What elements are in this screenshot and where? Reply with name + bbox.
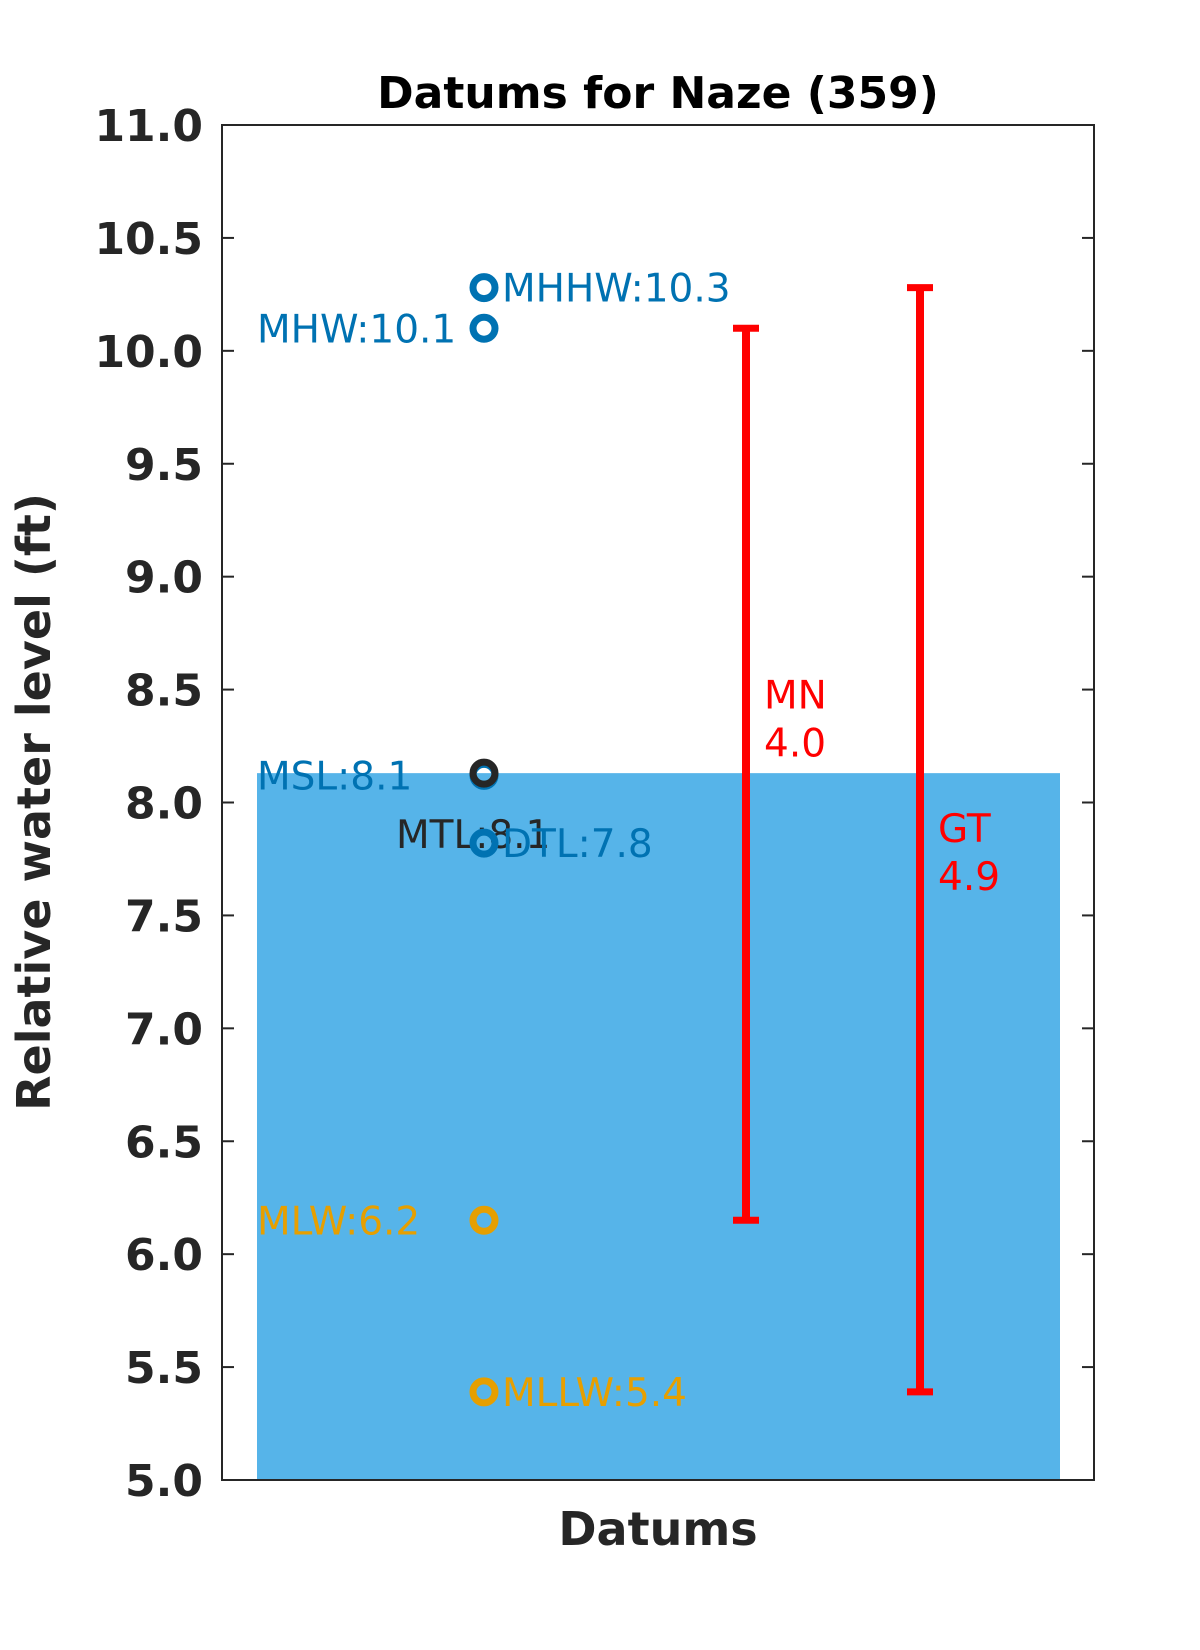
chart-title: Datums for Naze (359) <box>377 68 939 119</box>
y-tick-label: 6.0 <box>125 1230 203 1281</box>
y-ticks: 5.0 5.5 6.0 6.5 7.0 7.5 8.0 8.5 9.0 9.5 10.0 10.5 11… <box>94 101 1094 1507</box>
datum-mllw: MLLW:5.4 <box>469 1371 687 1416</box>
datum-mhw: MHW:10.1 <box>257 307 499 352</box>
datum-marker <box>469 1377 499 1407</box>
y-tick-label: 7.0 <box>125 1004 203 1055</box>
datum-msl: MSL:8.1 <box>257 754 499 799</box>
range-value-label: 4.9 <box>938 855 1000 900</box>
tidal-ranges: MN4.0 GT4.9 <box>733 284 1000 1396</box>
range-name-label: GT <box>938 807 991 852</box>
y-tick-label: 8.5 <box>125 666 203 717</box>
range-name-label: MN <box>764 673 827 718</box>
datum-mlw: MLW:6.2 <box>257 1199 499 1244</box>
range-value-label: 4.0 <box>764 721 826 766</box>
datum-marker <box>469 828 499 858</box>
datum-label: MLLW:5.4 <box>502 1371 687 1416</box>
datum-marker <box>469 273 499 303</box>
y-tick-label: 10.0 <box>94 327 203 378</box>
y-tick-label: 8.0 <box>125 779 203 830</box>
datum-marker <box>469 758 499 788</box>
x-axis-label: Datums <box>558 1502 757 1556</box>
y-tick-label: 6.5 <box>125 1117 203 1168</box>
water-level-fill <box>257 773 1060 1480</box>
y-tick-label: 5.5 <box>125 1343 203 1394</box>
range-mn: MN4.0 <box>733 324 827 1224</box>
y-tick-label: 9.0 <box>125 553 203 604</box>
datum-marker <box>469 313 499 343</box>
datum-label: MHW:10.1 <box>257 307 456 352</box>
datum-dtl: DTL:7.8 <box>469 822 653 867</box>
y-axis-label: Relative water level (ft) <box>7 493 61 1111</box>
range-gt: GT4.9 <box>907 284 1000 1396</box>
datum-markers: MHHW:10.3MHW:10.1MSL:8.1MTL:8.1DTL:7.8ML… <box>257 267 731 1416</box>
y-tick-label: 9.5 <box>125 440 203 491</box>
water-fill-layer <box>257 773 1060 1480</box>
datum-mhhw: MHHW:10.3 <box>469 267 731 312</box>
datum-label: DTL:7.8 <box>502 822 653 867</box>
datum-label: MHHW:10.3 <box>502 267 731 312</box>
datum-marker <box>469 1205 499 1235</box>
y-tick-label: 7.5 <box>125 891 203 942</box>
y-tick-label: 5.0 <box>125 1456 203 1507</box>
datum-label: MLW:6.2 <box>257 1199 420 1244</box>
datum-label: MSL:8.1 <box>257 754 412 799</box>
y-tick-label: 11.0 <box>94 101 203 152</box>
y-tick-label: 10.5 <box>94 214 203 265</box>
